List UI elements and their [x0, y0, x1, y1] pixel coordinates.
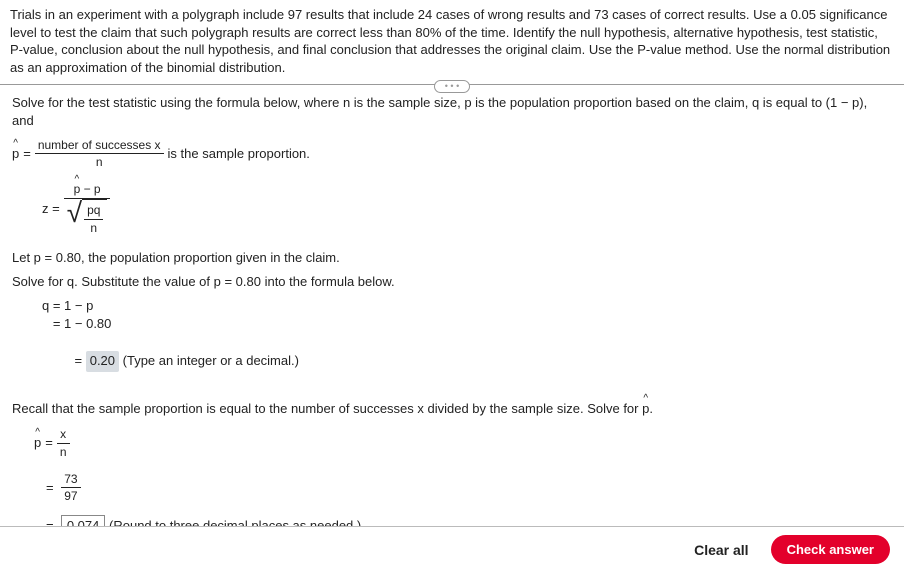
sqrt-body: pq n — [82, 199, 107, 237]
drag-handle-icon[interactable]: • • • — [434, 80, 470, 93]
z-equals: z = — [42, 200, 60, 218]
num-73: 73 — [61, 471, 80, 489]
footer-bar: Clear all Check answer — [0, 526, 904, 572]
minus-p: − p — [80, 182, 100, 196]
question-text: Trials in an experiment with a polygraph… — [10, 7, 890, 75]
inner-num: pq — [84, 202, 103, 220]
z-denominator: √ pq n — [64, 199, 111, 237]
phat-definition: p = number of successes x n is the sampl… — [12, 137, 892, 172]
p-hat-inline: p — [642, 400, 649, 418]
equals: = — [23, 145, 31, 163]
xn-fraction: x n — [57, 426, 70, 461]
q-answer-box[interactable]: 0.20 — [86, 351, 119, 371]
inner-fraction: pq n — [84, 202, 103, 237]
fraction-numerator: number of successes x — [35, 137, 164, 155]
recall-line: Recall that the sample proportion is equ… — [12, 400, 892, 418]
intro-line: Solve for the test statistic using the f… — [12, 94, 892, 130]
p-hat-symbol: p — [12, 145, 19, 163]
equals-2: = — [45, 434, 53, 452]
den-97: 97 — [61, 488, 80, 505]
inner-den: n — [84, 220, 103, 237]
q-step-3: = 0.20 (Type an integer or a decimal.) — [42, 333, 892, 390]
sqrt-icon: √ — [67, 199, 82, 237]
intro-text: Solve for the test statistic using the f… — [12, 95, 867, 128]
question-header: Trials in an experiment with a polygraph… — [0, 0, 904, 85]
recall-text: Recall that the sample proportion is equ… — [12, 401, 642, 416]
clear-all-button[interactable]: Clear all — [694, 542, 748, 558]
fraction-denominator: n — [35, 154, 164, 171]
p-hat-lhs: p — [34, 434, 41, 452]
numeric-fraction: 73 97 — [61, 471, 80, 506]
z-fraction: p − p √ pq n — [64, 181, 111, 236]
phat-work: p = x n = 73 97 = 0.074 (Round to three … — [34, 426, 892, 537]
q-step-2: = 1 − 0.80 — [42, 315, 892, 333]
x-num: x — [57, 426, 70, 444]
z-formula: z = p − p √ pq n — [42, 181, 892, 236]
solution-content: Solve for the test statistic using the f… — [0, 84, 904, 548]
check-answer-button[interactable]: Check answer — [771, 535, 890, 564]
phat-row-1: p = x n — [34, 426, 892, 461]
q-work: q = 1 − p = 1 − 0.80 = 0.20 (Type an int… — [42, 297, 892, 390]
intro-tail: is the sample proportion. — [168, 145, 310, 163]
q3-post: (Type an integer or a decimal.) — [119, 353, 299, 368]
let-line: Let p = 0.80, the population proportion … — [12, 249, 892, 267]
p-hat: p — [74, 181, 81, 198]
q-step-1: q = 1 − p — [42, 297, 892, 315]
fraction: number of successes x n — [35, 137, 164, 172]
equals-3: = — [46, 479, 57, 497]
solve-q-intro: Solve for q. Substitute the value of p =… — [12, 273, 892, 291]
n-den: n — [57, 444, 70, 461]
phat-row-2: = 73 97 — [46, 471, 892, 506]
q3-prefix: = — [64, 353, 86, 368]
sqrt: √ pq n — [67, 199, 108, 237]
recall-end: . — [649, 401, 653, 416]
